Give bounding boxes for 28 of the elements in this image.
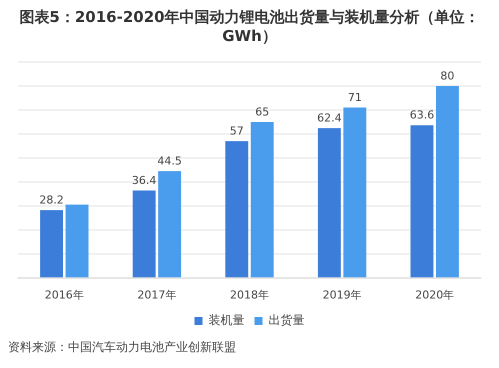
text: 资料来源：中国汽车动力电池产业创新联盟 xyxy=(8,339,237,356)
data-label: 44.5 xyxy=(157,154,182,168)
bar xyxy=(132,190,156,278)
data-label: 36.4 xyxy=(132,174,156,187)
data-label: 57 xyxy=(230,124,244,138)
bar xyxy=(343,108,366,278)
x-tick-label: 2018年 xyxy=(230,288,269,302)
bar xyxy=(66,204,88,278)
data-label: 65 xyxy=(255,105,270,118)
data-label: 80 xyxy=(440,69,454,82)
x-tick-label: 2020年 xyxy=(415,288,454,302)
bar xyxy=(436,86,459,278)
bar xyxy=(410,125,434,278)
data-label: 63.6 xyxy=(410,108,434,122)
x-tick-label: 2017年 xyxy=(137,288,176,302)
bar xyxy=(225,141,248,278)
data-label: 71 xyxy=(348,90,362,104)
bar xyxy=(250,122,274,278)
chart-title: 图表5：2016-2020年中国动力锂电池出货量与装机量分析（单位：GWh） xyxy=(18,8,481,46)
legend-label: 装机量 xyxy=(208,313,244,328)
data-label: 28.2 xyxy=(39,194,64,207)
bar xyxy=(318,128,341,278)
legend-label: 出货量 xyxy=(268,313,304,328)
x-tick-label: 2016年 xyxy=(44,288,84,302)
bar xyxy=(40,210,64,278)
bar xyxy=(158,171,182,278)
x-tick-label: 2019年 xyxy=(322,288,362,302)
data-label: 62.4 xyxy=(317,112,342,125)
